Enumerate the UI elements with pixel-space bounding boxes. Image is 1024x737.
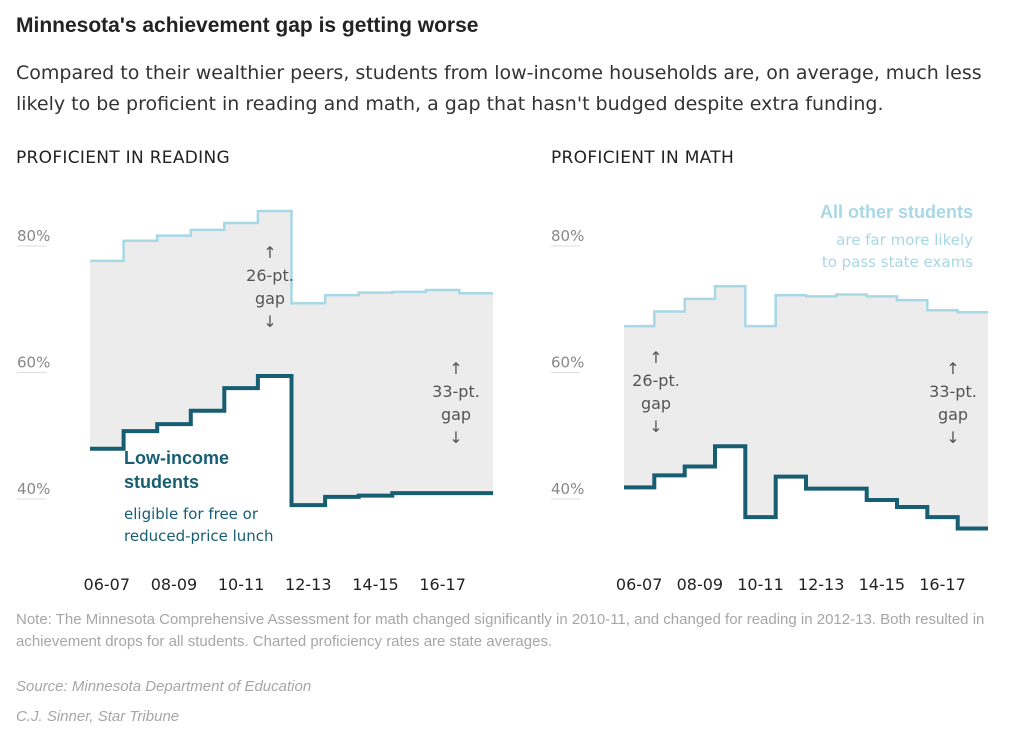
math-gap-annotation-line: 33-pt. <box>929 382 977 401</box>
reading-x-tick-label: 12-13 <box>285 575 332 594</box>
reading-x-tick-label: 10-11 <box>218 575 265 594</box>
reading-gap-annotation-line: gap <box>255 289 285 308</box>
math-gap-annotation-line: ↑ <box>946 359 959 378</box>
math-gap-annotation-line: ↑ <box>649 348 662 367</box>
math-y-tick-label: 60% <box>551 354 584 372</box>
math-x-tick-label: 06-07 <box>616 575 663 594</box>
math-series-all-other-students <box>624 284 988 328</box>
math-series-label-caption: are far more likely <box>836 231 973 249</box>
math-x-tick-label: 14-15 <box>859 575 906 594</box>
math-gap-annotation-line: ↓ <box>946 428 959 447</box>
math-x-tick-label: 08-09 <box>677 575 724 594</box>
reading-series-label-title: students <box>124 472 199 492</box>
reading-x-tick-label: 08-09 <box>151 575 198 594</box>
math-x-tick-label: 12-13 <box>798 575 845 594</box>
reading-y-tick-label: 60% <box>17 354 50 372</box>
reading-series-label-caption: eligible for free or <box>124 505 259 523</box>
chart-subtitle: Compared to their wealthier peers, stude… <box>16 62 982 115</box>
reading-gap-annotation-line: 33-pt. <box>432 382 480 401</box>
reading-series-low-income-students <box>90 374 493 508</box>
math-panel-title: PROFICIENT IN MATH <box>551 148 735 168</box>
math-x-tick-label: 10-11 <box>737 575 784 594</box>
math-y-tick-label: 40% <box>551 480 584 498</box>
math-x-tick-label: 16-17 <box>919 575 966 594</box>
reading-x-tick-label: 06-07 <box>84 575 131 594</box>
math-gap-annotation-line: 26-pt. <box>632 371 680 390</box>
reading-series-label-caption: reduced-price lunch <box>124 527 274 545</box>
math-gap-annotation-line: gap <box>641 394 671 413</box>
math-series-label-caption: to pass state exams <box>822 253 973 271</box>
reading-gap-annotation-line: ↑ <box>263 243 276 262</box>
reading-gap-annotation-line: ↑ <box>449 359 462 378</box>
reading-gap-annotation-line: ↓ <box>263 312 276 331</box>
math-series-low-income-students <box>624 444 988 531</box>
reading-y-tick-label: 80% <box>17 227 50 245</box>
chart-note: Note: The Minnesota Comprehensive Assess… <box>16 611 985 650</box>
reading-series-all-other-students <box>90 209 493 305</box>
reading-gap-area <box>90 211 493 506</box>
math-chart: 80% 60% 40% 06-07 08-09 10-11 12-13 14-15 16-17 ↑… <box>551 202 988 594</box>
reading-x-tick-label: 16-17 <box>419 575 466 594</box>
reading-gap-annotation-line: 26-pt. <box>246 266 294 285</box>
reading-x-tick-label: 14-15 <box>352 575 399 594</box>
reading-gap-annotation-line: gap <box>441 405 471 424</box>
chart-title: Minnesota's achievement gap is getting w… <box>16 14 479 37</box>
reading-panel-title: PROFICIENT IN READING <box>16 148 230 168</box>
math-gap-annotation-line: gap <box>938 405 968 424</box>
reading-series-label-title: Low-income <box>124 448 229 468</box>
math-gap-area <box>624 286 988 529</box>
math-gap-annotation-line: ↓ <box>649 417 662 436</box>
source-line: Source: Minnesota Department of Educatio… <box>16 678 312 695</box>
reading-chart: 80% 60% 40% 06-07 08-09 10-11 12-13 14-15 16-17 ↑… <box>17 209 493 594</box>
reading-gap-annotation-line: ↓ <box>449 428 462 447</box>
math-y-tick-label: 80% <box>551 227 584 245</box>
reading-y-tick-label: 40% <box>17 480 50 498</box>
math-series-label-title: All other students <box>820 202 973 222</box>
credit-line: C.J. Sinner, Star Tribune <box>16 708 180 725</box>
